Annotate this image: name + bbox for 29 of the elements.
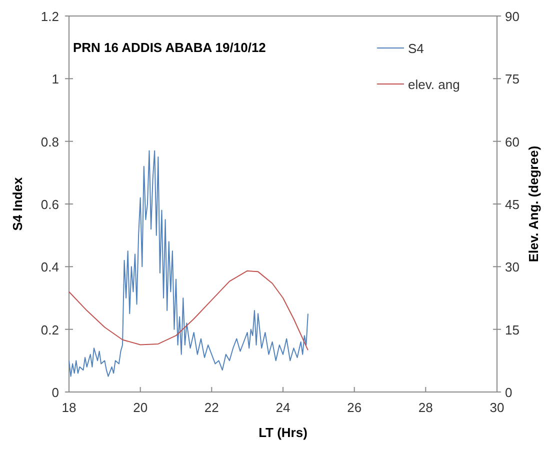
x-tick-label: 24 bbox=[276, 400, 290, 415]
y2-tick-label: 75 bbox=[505, 72, 520, 87]
y-axis-title: S4 Index bbox=[10, 176, 25, 231]
y2-tick-label: 0 bbox=[505, 385, 512, 400]
x-tick-label: 20 bbox=[133, 400, 148, 415]
y-tick-label: 0.4 bbox=[40, 260, 59, 275]
y-tick-label: 1 bbox=[52, 72, 59, 87]
y2-tick-label: 15 bbox=[505, 322, 520, 338]
y-tick-label: 0.2 bbox=[40, 322, 59, 338]
y-tick-label: 0.6 bbox=[40, 197, 59, 212]
x-tick-label: 30 bbox=[490, 400, 504, 415]
y2-tick-label: 45 bbox=[505, 197, 520, 212]
x-tick-label: 26 bbox=[347, 400, 362, 415]
y-tick-label: 0 bbox=[52, 385, 59, 400]
x-tick-label: 28 bbox=[418, 400, 433, 415]
legend-label: elev. ang bbox=[408, 77, 460, 92]
y2-tick-label: 60 bbox=[505, 134, 520, 150]
y2-tick-label: 90 bbox=[505, 9, 520, 24]
legend-label: S4 bbox=[408, 41, 424, 56]
y2-axis-title: Elev. Ang. (degree) bbox=[526, 146, 541, 262]
x-tick-label: 22 bbox=[204, 400, 219, 415]
x-axis-title: LT (Hrs) bbox=[258, 425, 308, 440]
x-tick-label: 18 bbox=[62, 400, 76, 415]
annotation: PRN 16 ADDIS ABABA 19/10/12 bbox=[73, 40, 266, 55]
line-series bbox=[68, 150, 308, 377]
y2-tick-label: 30 bbox=[505, 260, 520, 275]
y-tick-label: 0.8 bbox=[40, 134, 59, 150]
line-series bbox=[68, 270, 308, 351]
y-tick-label: 1.2 bbox=[40, 9, 59, 24]
